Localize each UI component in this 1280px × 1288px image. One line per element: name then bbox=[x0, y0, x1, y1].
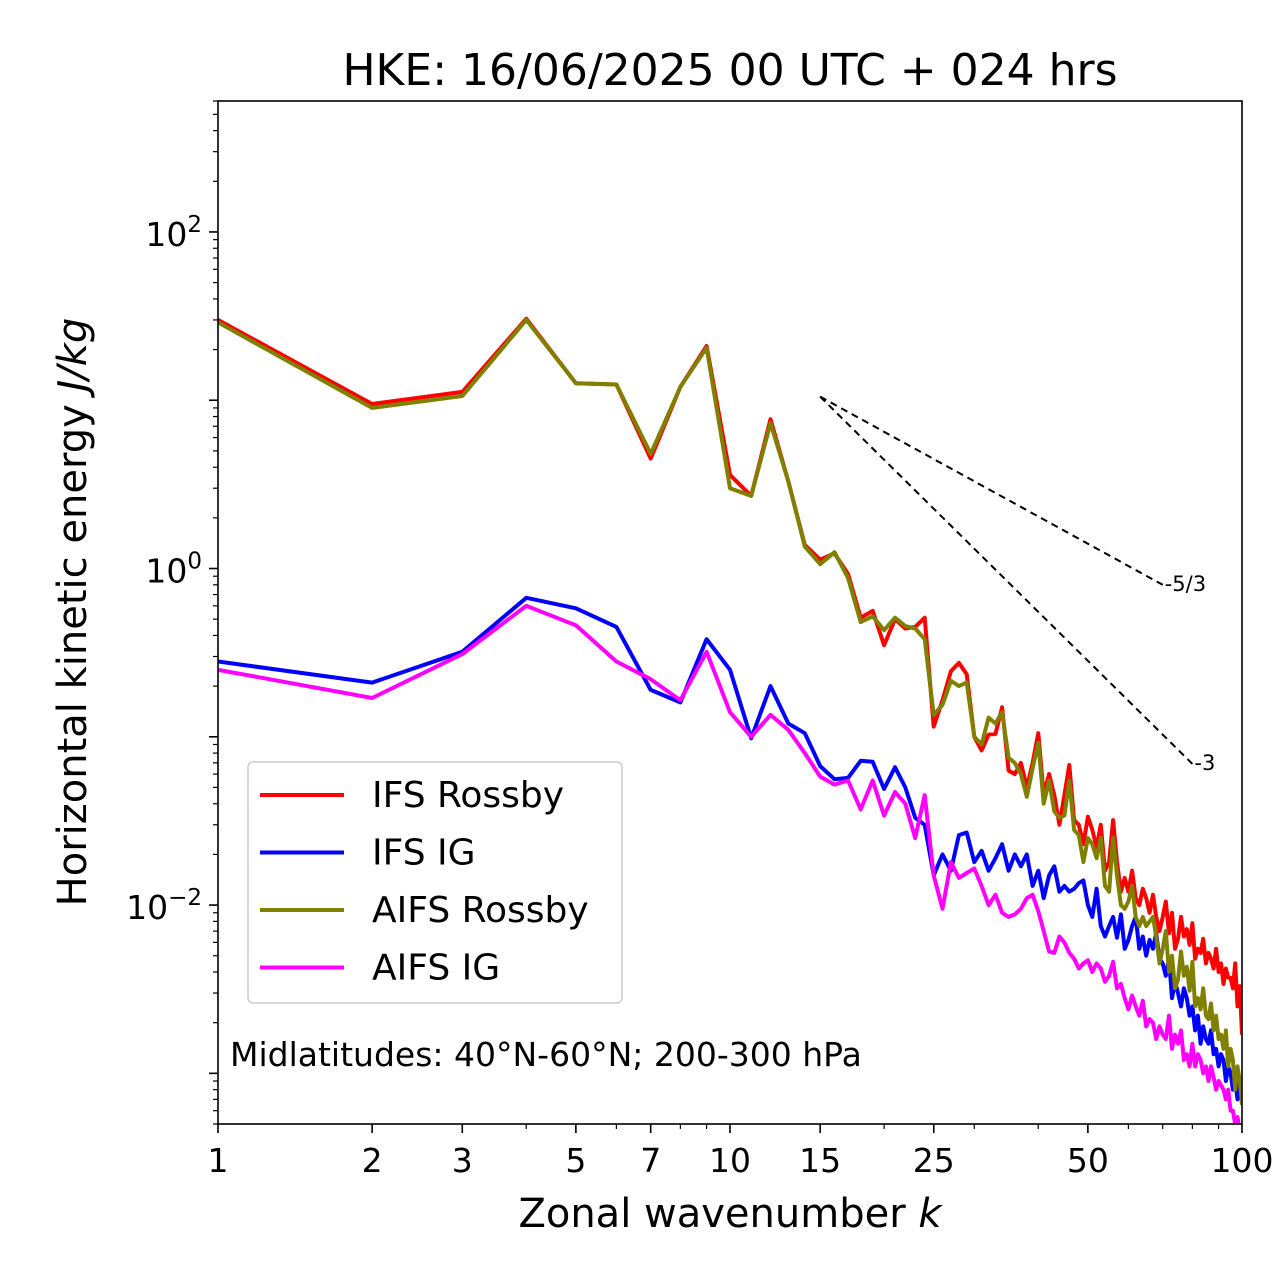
series-line bbox=[218, 595, 1242, 1102]
reference-line bbox=[819, 395, 1194, 765]
reference-line-label: -5/3 bbox=[1165, 572, 1206, 596]
x-tick-label: 10 bbox=[709, 1141, 751, 1180]
x-tick-label: 5 bbox=[565, 1141, 586, 1180]
x-axis-ticks: 1 2 3 5 7 10 15 25 50 100 bbox=[208, 1124, 1274, 1180]
x-tick-label: 7 bbox=[640, 1141, 661, 1180]
legend-label: AIFS IG bbox=[372, 948, 500, 989]
reference-slope-lines bbox=[819, 395, 1194, 765]
reference-line-label: -3 bbox=[1194, 751, 1215, 775]
x-tick-label: 100 bbox=[1211, 1141, 1274, 1180]
x-tick-label: 25 bbox=[913, 1141, 955, 1180]
chart-title: HKE: 16/06/2025 00 UTC + 024 hrs bbox=[342, 45, 1117, 96]
legend-label: IFS Rossby bbox=[372, 775, 564, 816]
y-axis-ticks: 10−2 100 102 bbox=[126, 212, 202, 927]
x-tick-label: 15 bbox=[799, 1141, 841, 1180]
y-tick-label: 10−2 bbox=[126, 885, 202, 927]
x-tick-label: 3 bbox=[452, 1141, 473, 1180]
legend-box bbox=[247, 761, 623, 1004]
legend-label: IFS IG bbox=[372, 833, 476, 874]
y-minor-ticks bbox=[209, 100, 218, 1125]
legend-label: AIFS Rossby bbox=[372, 890, 589, 931]
series-line bbox=[218, 317, 1242, 1105]
plot-area-frame bbox=[217, 100, 1243, 1125]
x-axis-label: Zonal wavenumber k bbox=[518, 1191, 943, 1237]
x-tick-label: 2 bbox=[362, 1141, 383, 1180]
y-tick-label: 100 bbox=[145, 549, 202, 591]
reference-line bbox=[819, 395, 1164, 586]
y-axis-label: Horizontal kinetic energy J/kg bbox=[50, 318, 96, 907]
x-tick-label: 1 bbox=[208, 1141, 229, 1180]
y-tick-label: 102 bbox=[145, 212, 202, 254]
reference-slope-labels: -5/3 -3 bbox=[1165, 572, 1216, 775]
series-line bbox=[218, 603, 1241, 1124]
region-annotation: Midlatitudes: 40°N-60°N; 200-300 hPa bbox=[230, 1035, 862, 1074]
series-lines bbox=[218, 316, 1242, 1124]
legend: IFS Rossby IFS IG AIFS Rossby AIFS IG bbox=[247, 761, 623, 1004]
x-tick-label: 50 bbox=[1067, 1141, 1109, 1180]
